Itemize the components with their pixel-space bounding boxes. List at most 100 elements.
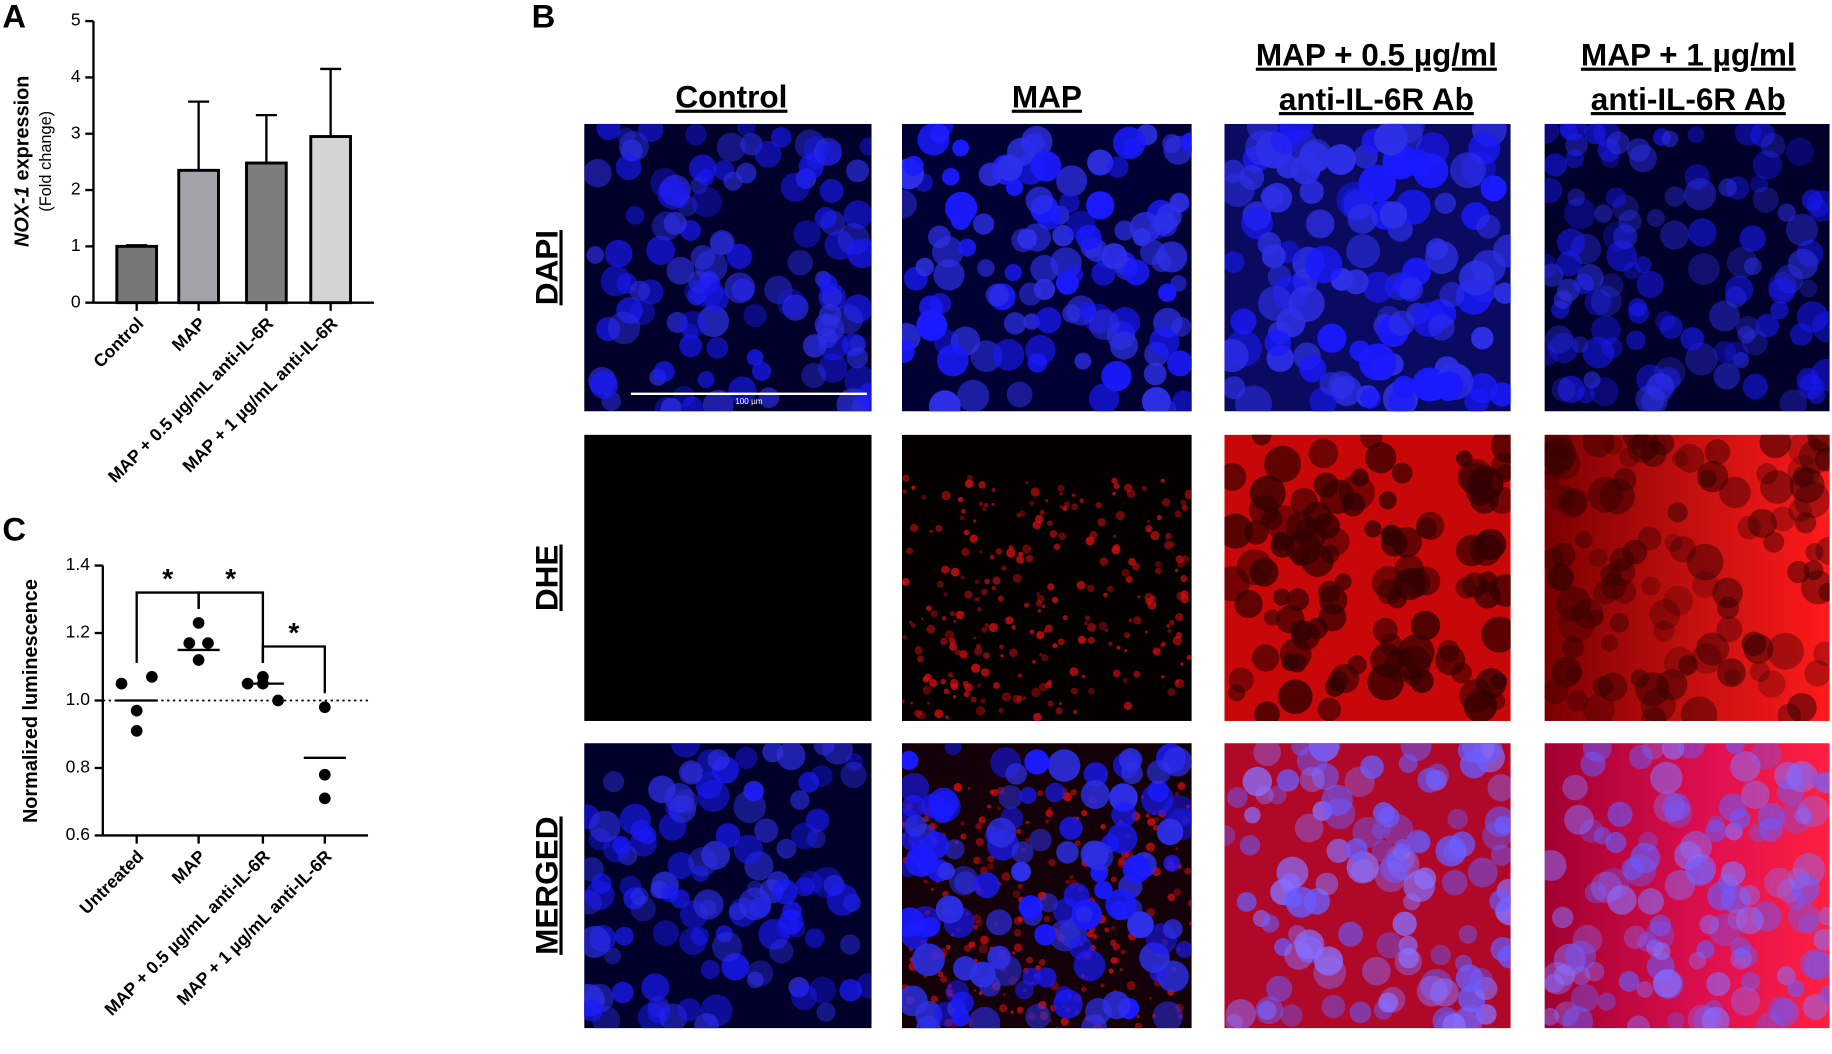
stain-speck <box>1038 958 1046 966</box>
stain-speck <box>927 701 930 705</box>
nucleus <box>584 999 603 1022</box>
nucleus <box>1786 760 1818 793</box>
nucleus <box>1224 251 1245 273</box>
stain-speck <box>1175 612 1184 622</box>
stain-speck <box>1029 629 1035 635</box>
stain-speck <box>1144 630 1148 634</box>
cell-shadow <box>1575 530 1593 549</box>
stain-speck <box>1116 645 1121 650</box>
stain-speck <box>914 709 923 718</box>
stain-speck <box>995 548 1003 555</box>
nucleus <box>677 998 701 1022</box>
nucleus <box>1662 743 1685 760</box>
cell-shadow <box>1747 508 1777 539</box>
nucleus <box>1378 806 1400 828</box>
nucleus <box>1239 164 1265 190</box>
nucleus <box>702 389 734 412</box>
nucleus <box>1380 853 1410 883</box>
stain-speck <box>1079 498 1085 504</box>
nucleus <box>832 304 863 335</box>
stain-speck <box>930 995 938 1003</box>
stain-speck <box>1052 643 1058 649</box>
nucleus <box>1081 1014 1107 1029</box>
nucleus <box>1637 888 1664 915</box>
nucleus <box>1242 766 1273 797</box>
stain-speck <box>1058 532 1066 541</box>
nucleus <box>1613 224 1638 249</box>
x-tick-label: Untreated <box>76 846 148 918</box>
stain-speck <box>960 833 967 840</box>
column-header: MAP <box>1012 79 1082 115</box>
nucleus <box>1358 164 1396 203</box>
nucleus <box>1750 175 1769 193</box>
stain-speck <box>1180 499 1187 506</box>
nucleus <box>790 790 810 810</box>
nucleus <box>1101 243 1128 270</box>
stain-speck <box>974 597 978 601</box>
stain-speck <box>967 475 973 481</box>
stain-speck <box>940 678 946 685</box>
nucleus <box>1467 857 1498 888</box>
nucleus <box>1004 264 1022 282</box>
stain-speck <box>1110 876 1117 883</box>
nucleus <box>697 168 715 186</box>
nucleus <box>1548 332 1579 364</box>
nucleus <box>1392 375 1416 399</box>
stain-speck <box>1070 687 1078 695</box>
nucleus <box>746 971 764 989</box>
nucleus <box>1236 892 1257 912</box>
nucleus <box>738 887 772 921</box>
stain-speck <box>1181 504 1188 511</box>
stain-speck <box>1047 583 1055 591</box>
y-label-text: expression <box>12 76 34 181</box>
nucleus <box>715 925 733 943</box>
nucleus <box>1047 749 1081 782</box>
nucleus <box>1810 358 1830 392</box>
nucleus <box>604 239 633 268</box>
nucleus <box>987 945 1012 970</box>
nucleus <box>1562 774 1588 801</box>
stain-speck <box>1111 477 1118 484</box>
nucleus <box>802 334 827 358</box>
nucleus <box>1685 853 1717 885</box>
cell-shadow <box>1275 605 1305 634</box>
stain-speck <box>1076 580 1086 590</box>
stain-speck <box>1108 641 1113 646</box>
nucleus <box>1685 857 1715 887</box>
stain-speck <box>976 920 983 927</box>
stain-speck <box>973 989 977 993</box>
nucleus <box>1724 341 1749 366</box>
stain-speck <box>975 706 986 716</box>
stain-speck <box>1087 584 1095 593</box>
nucleus <box>1551 906 1574 929</box>
nucleus <box>1705 820 1727 842</box>
cell-shadow <box>1291 547 1310 567</box>
stain-speck <box>943 591 948 597</box>
stain-speck <box>1187 899 1192 907</box>
stain-speck <box>1006 548 1016 558</box>
stain-speck <box>1065 879 1070 884</box>
nucleus <box>1449 152 1486 189</box>
stain-speck <box>959 515 965 521</box>
stain-speck <box>1184 489 1192 500</box>
stain-speck <box>1080 986 1087 992</box>
stain-speck <box>914 646 923 655</box>
nucleus <box>1570 984 1599 1013</box>
x-tick-label: Control <box>89 313 147 371</box>
data-point <box>202 637 214 649</box>
y-label-gene: NOX-1 <box>12 186 34 247</box>
nucleus <box>817 140 842 166</box>
nucleus <box>1379 986 1406 1013</box>
cell-shadow <box>1317 697 1342 721</box>
nucleus <box>818 353 848 383</box>
nucleus <box>1224 338 1249 373</box>
stain-speck <box>978 481 986 489</box>
nucleus <box>1280 1004 1303 1027</box>
stain-speck <box>934 709 944 719</box>
stain-speck <box>1123 483 1133 493</box>
stain-speck <box>1041 604 1046 609</box>
nucleus <box>1750 123 1775 148</box>
nucleus <box>933 123 954 136</box>
cell-shadow <box>1598 672 1628 702</box>
stain-speck <box>984 578 990 585</box>
